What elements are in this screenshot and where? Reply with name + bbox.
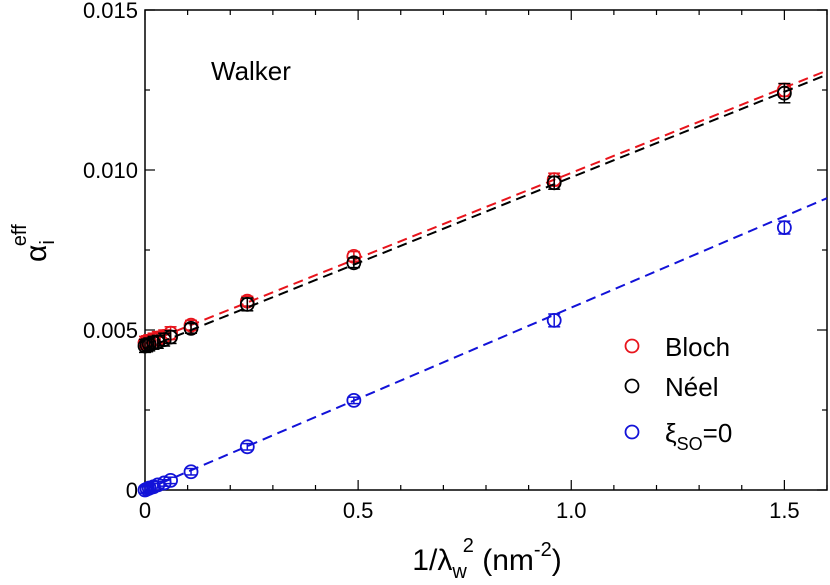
data-point <box>239 439 255 455</box>
walker-annotation: Walker <box>211 56 291 86</box>
data-point <box>163 329 178 345</box>
x-axis-label: 1/λw 2 (nm-2) <box>412 535 561 583</box>
svg-text:αieff: αi eff <box>9 224 59 262</box>
data-point <box>776 220 792 236</box>
series-2 <box>137 197 828 498</box>
xlabel-unit-sup: -2 <box>534 539 552 561</box>
data-point <box>346 392 362 408</box>
data-point <box>346 255 362 271</box>
legend: Bloch Néel ξSO=0 <box>624 332 732 454</box>
data-point <box>183 464 199 480</box>
data-point <box>546 175 562 191</box>
legend-label-xi: ξSO=0 <box>665 418 732 454</box>
y-axis-label: αi eff <box>9 224 59 262</box>
data-point <box>776 85 792 101</box>
fit-line <box>144 73 828 350</box>
data-point <box>163 472 178 488</box>
legend-xi-sym: ξ <box>665 418 677 448</box>
xlabel-sub: w <box>451 561 467 583</box>
legend-label-bloch: Bloch <box>665 332 730 362</box>
fit-line <box>144 69 828 345</box>
ylabel-alpha: α <box>20 245 53 262</box>
data-point <box>546 312 562 328</box>
axes: 0 0.5 1.0 1.5 0 0.005 0.010 0.015 <box>83 0 828 523</box>
legend-xi-sub: SO <box>677 434 703 454</box>
xlabel-unit: (nm <box>474 544 534 577</box>
series-layer <box>137 69 828 498</box>
xlabel-sup: 2 <box>463 535 474 557</box>
ylabel-sup: eff <box>9 224 31 246</box>
legend-marker-bloch <box>624 338 640 354</box>
y-tick-label: 0.010 <box>83 158 138 183</box>
x-tick-label: 1.0 <box>556 498 587 523</box>
ylabel-sub: i <box>37 240 59 244</box>
legend-marker-neel <box>624 378 640 394</box>
svg-text:1/λw2 (nm-2): 1/λw 2 (nm-2) <box>412 535 561 583</box>
y-tick-label: 0 <box>126 478 138 503</box>
legend-xi-eq: =0 <box>703 418 733 448</box>
y-tick-label: 0.015 <box>83 0 138 23</box>
legend-label-neel: Néel <box>665 372 718 402</box>
x-tick-label: 1.5 <box>769 498 800 523</box>
x-tick-label: 0 <box>139 498 151 523</box>
data-point <box>183 320 199 336</box>
legend-marker-xi <box>624 424 640 440</box>
xlabel-unit-close: ) <box>552 544 562 577</box>
x-tick-label: 0.5 <box>343 498 374 523</box>
series-1 <box>137 73 828 354</box>
fit-line <box>144 197 828 491</box>
y-tick-label: 0.005 <box>83 318 138 343</box>
data-point <box>239 296 255 312</box>
xlabel-main: 1/λ <box>412 544 452 577</box>
